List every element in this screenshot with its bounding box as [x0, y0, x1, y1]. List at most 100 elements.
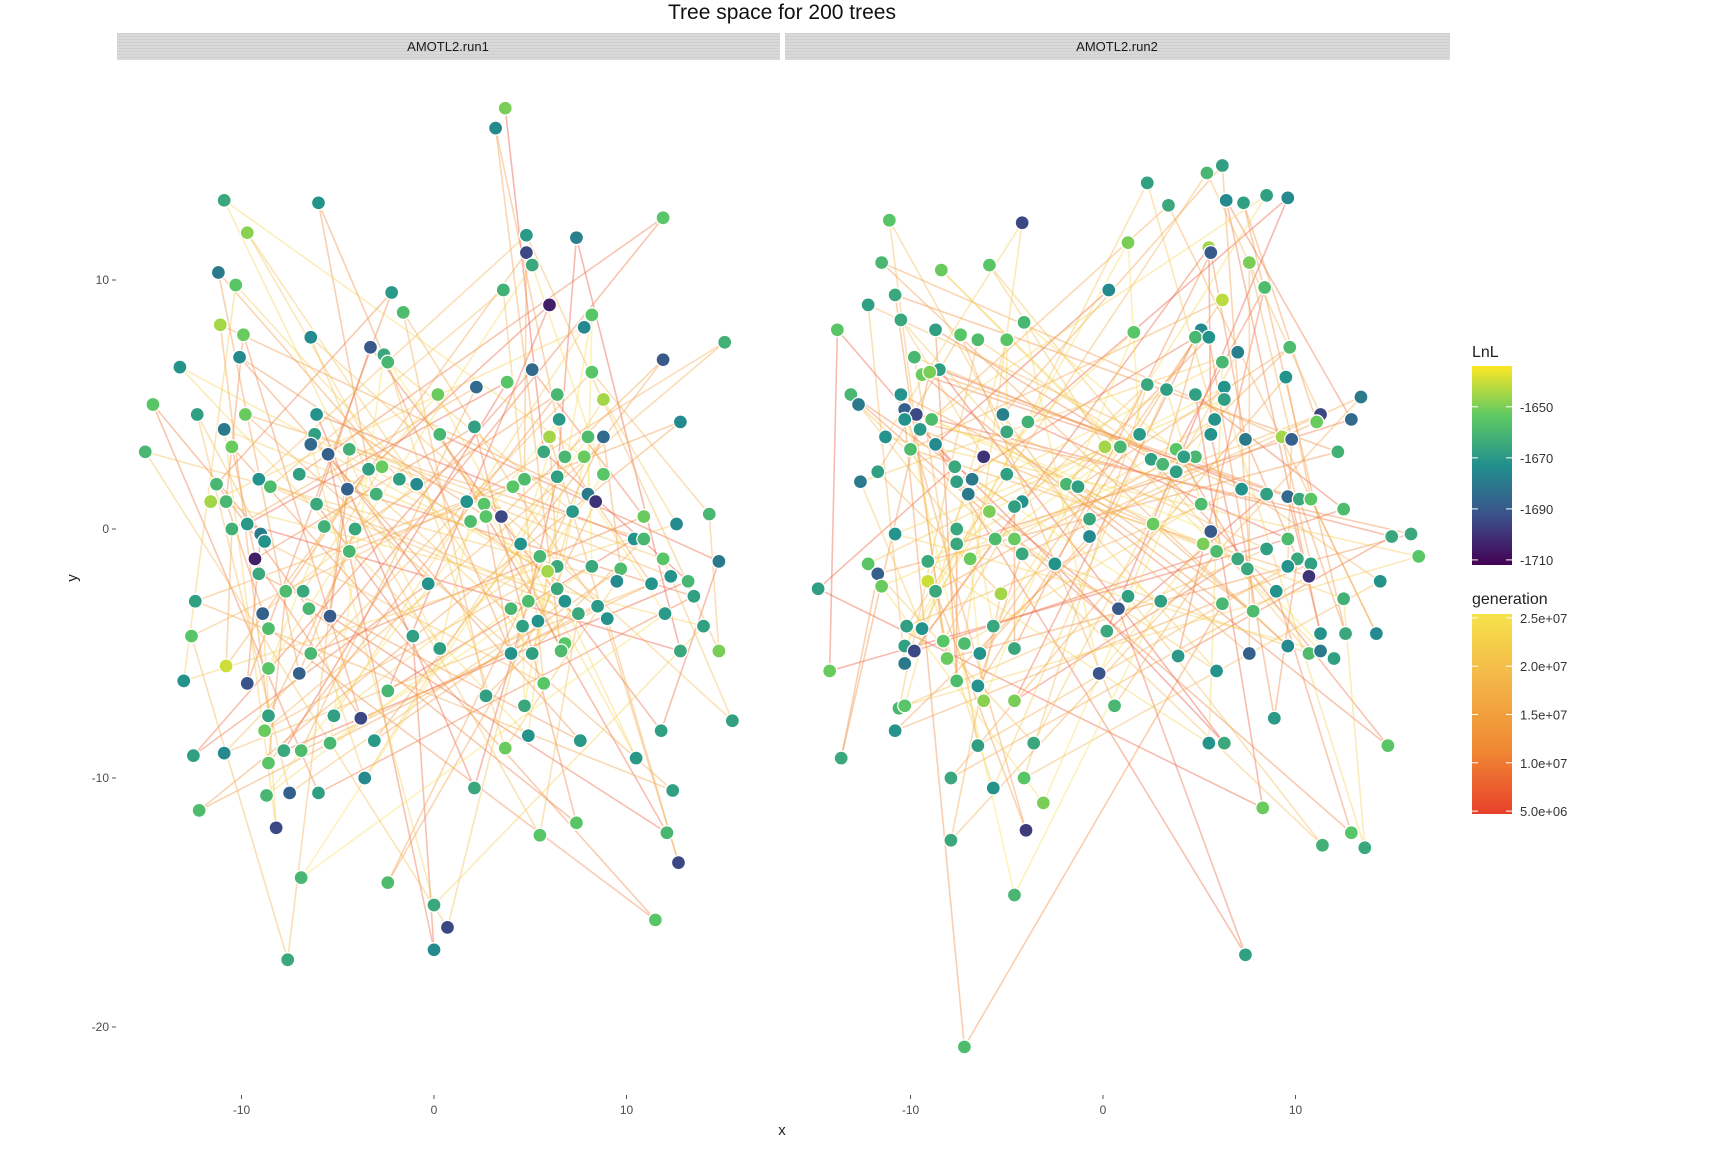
- tree-point: [860, 556, 876, 572]
- path-segment: [971, 331, 1135, 480]
- tree-point: [1006, 887, 1023, 903]
- path-segment: [523, 252, 528, 480]
- tree-point: [1335, 501, 1352, 517]
- tree-point: [1245, 603, 1261, 619]
- tree-point: [564, 503, 581, 520]
- path-segment: [1175, 448, 1249, 570]
- tree-point: [172, 359, 188, 375]
- path-segment: [266, 608, 512, 797]
- path-segment: [938, 369, 1225, 744]
- path-segment: [298, 217, 664, 475]
- path-segment: [1210, 434, 1239, 560]
- tree-point: [1303, 491, 1319, 507]
- tree-point: [647, 912, 664, 928]
- facet-strip-label-1: AMOTL2.run1: [407, 39, 489, 54]
- tree-point: [1014, 546, 1030, 562]
- tree-point: [970, 332, 986, 348]
- tree-point: [897, 411, 913, 428]
- tree-point: [636, 508, 652, 525]
- tree-point: [505, 479, 521, 495]
- x-tick-label: 10: [1289, 1103, 1303, 1117]
- legend-generation-label: 2.0e+07: [1520, 659, 1567, 674]
- path-segment: [402, 312, 487, 696]
- tree-point: [724, 713, 741, 729]
- tree-point: [176, 673, 192, 689]
- tree-point: [1081, 528, 1098, 545]
- legend-generation-label: 2.5e+07: [1520, 611, 1567, 626]
- tree-point: [584, 364, 600, 380]
- tree-point: [247, 551, 263, 567]
- tree-point: [668, 516, 685, 532]
- tree-point: [943, 770, 959, 786]
- path-segment: [946, 533, 1412, 660]
- path-segment: [247, 523, 681, 652]
- tree-point: [657, 606, 673, 622]
- path-segment: [210, 326, 585, 503]
- tree-point: [468, 379, 485, 395]
- tree-point: [1280, 531, 1296, 547]
- path-segment: [300, 436, 589, 879]
- tree-point: [1155, 456, 1171, 472]
- tree-point: [541, 429, 558, 445]
- path-segment: [144, 451, 449, 928]
- tree-point: [570, 606, 587, 622]
- path-segment: [867, 304, 906, 664]
- path-segment: [504, 108, 545, 452]
- legend-lnl-label: -1670: [1520, 451, 1553, 466]
- tree-point: [1255, 800, 1271, 816]
- path-segment: [963, 603, 1224, 1048]
- path-segment: [1194, 456, 1381, 582]
- path-segment: [939, 368, 1267, 495]
- tree-point: [520, 728, 536, 744]
- path-segment: [977, 339, 1177, 473]
- tree-point: [1026, 735, 1042, 751]
- path-segment: [1032, 351, 1239, 744]
- path-segment: [906, 488, 1242, 627]
- tree-point: [293, 869, 309, 886]
- tree-point: [1120, 588, 1136, 604]
- tree-point: [516, 471, 533, 487]
- tree-point: [1139, 175, 1155, 191]
- path-segment: [1023, 322, 1100, 674]
- path-segment: [894, 398, 1225, 535]
- tree-point: [426, 897, 442, 913]
- tree-point: [1303, 556, 1319, 572]
- path-segment: [956, 481, 1119, 610]
- tree-point: [589, 598, 606, 614]
- tree-point: [887, 287, 903, 303]
- path-segment: [992, 389, 1168, 789]
- tree-point: [203, 493, 219, 510]
- tree-point: [553, 643, 569, 659]
- path-segment: [884, 222, 1023, 438]
- tree-point: [310, 785, 327, 801]
- tree-point: [1203, 523, 1219, 540]
- tree-point: [395, 304, 411, 321]
- tree-point: [949, 673, 965, 689]
- path-segment: [1117, 608, 1247, 956]
- tree-point: [1216, 735, 1232, 751]
- tree-point: [1282, 339, 1298, 355]
- tree-point: [291, 466, 307, 482]
- tree-point: [268, 820, 284, 836]
- path-segment: [894, 294, 1339, 453]
- tree-point: [210, 264, 227, 281]
- path-segment: [485, 516, 512, 654]
- path-segment: [1027, 197, 1289, 423]
- path-segment: [979, 535, 1091, 655]
- path-segment: [242, 334, 362, 719]
- path-segment: [1006, 431, 1267, 550]
- path-segment: [539, 613, 580, 836]
- legend-generation-label: 1.0e+07: [1520, 756, 1567, 771]
- y-axis-title: y: [64, 574, 81, 582]
- tree-point: [1208, 663, 1225, 679]
- path-segment: [466, 341, 726, 503]
- path-segment: [915, 414, 1247, 956]
- tree-point: [949, 521, 965, 537]
- path-segment: [1002, 413, 1091, 537]
- tree-point: [326, 708, 342, 724]
- tree-point: [520, 593, 536, 609]
- tree-point: [1218, 192, 1234, 208]
- path-segment: [1077, 346, 1291, 488]
- tree-point: [145, 396, 161, 413]
- tree-point: [420, 576, 436, 592]
